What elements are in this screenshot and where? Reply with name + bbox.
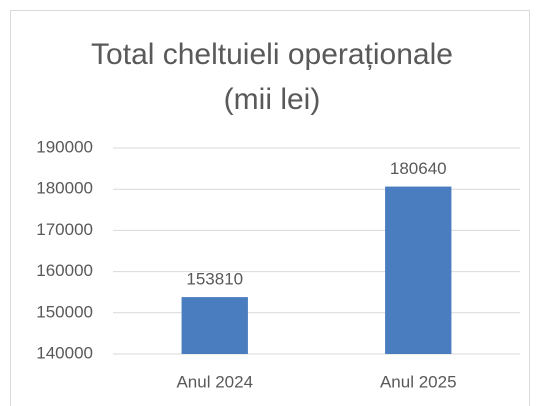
- chart-border: [10, 10, 530, 406]
- y-tick-label: 170000: [36, 220, 93, 239]
- bar: [385, 186, 452, 354]
- y-tick-label: 140000: [36, 343, 93, 362]
- y-tick-label: 190000: [36, 137, 93, 156]
- y-tick-label: 180000: [36, 179, 93, 198]
- x-tick-label: Anul 2024: [176, 372, 253, 391]
- y-tick-label: 160000: [36, 261, 93, 280]
- y-tick-label: 150000: [36, 302, 93, 321]
- x-tick-label: Anul 2025: [380, 372, 457, 391]
- data-label: 153810: [186, 270, 243, 289]
- bar: [181, 297, 248, 354]
- data-label: 180640: [390, 159, 447, 178]
- chart-title: Total cheltuieli operaționale (mii lei): [91, 38, 453, 116]
